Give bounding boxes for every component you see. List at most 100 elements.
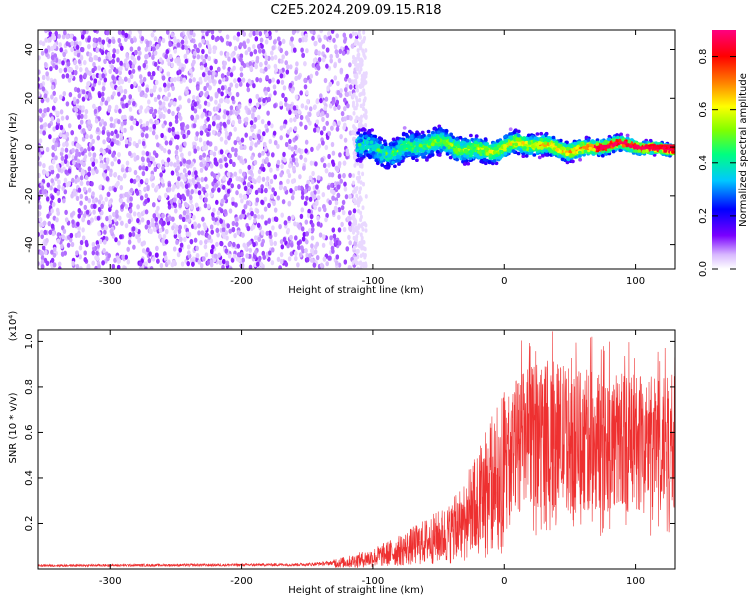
spectrogram-cell: [362, 30, 366, 35]
spectrogram-cell: [253, 213, 257, 220]
spectrogram-cell: [180, 32, 184, 38]
spectrogram-cell: [206, 260, 210, 266]
spectrogram-cell: [280, 79, 285, 85]
spectrogram-cell: [101, 86, 106, 92]
spectrogram-cell: [141, 248, 146, 254]
spectrogram-cell: [196, 177, 200, 183]
spectrogram-cell: [252, 242, 256, 248]
spectrogram-cell: [139, 195, 144, 201]
spectrogram-cell: [55, 110, 59, 116]
spectrogram-cell: [255, 77, 259, 83]
spectrogram-cell: [72, 191, 77, 197]
spectrogram-cell: [333, 75, 338, 81]
spectrogram-cell: [58, 59, 62, 65]
spectrogram-cell: [61, 73, 66, 79]
spectrogram-cell: [209, 191, 214, 198]
spectrogram-cell: [259, 37, 264, 43]
spectrogram-cell: [278, 224, 282, 230]
spectrogram-cell: [363, 221, 367, 226]
spectrogram-cell: [225, 76, 229, 82]
spectrogram-cell: [38, 217, 43, 223]
spectrogram-cell: [97, 231, 101, 237]
spectrogram-cell: [191, 177, 195, 183]
spectrogram-cell: [83, 114, 88, 120]
spectrogram-cell: [257, 134, 262, 140]
spectrogram-cell: [188, 78, 193, 84]
spectrogram-cell: [224, 248, 229, 254]
spectrogram-cell: [279, 135, 284, 141]
spectrogram-cell: [103, 229, 107, 235]
spectrogram-cell: [337, 104, 341, 110]
spectrogram-cell: [322, 256, 327, 262]
spectrogram-cell: [280, 163, 284, 169]
spectrogram-cell: [127, 77, 131, 84]
spectrogram-cell: [206, 116, 210, 122]
spectrogram-cell: [350, 43, 355, 49]
spectrogram-cell: [306, 117, 311, 123]
spectrogram-cell: [116, 180, 120, 186]
spectrogram-cell: [325, 63, 329, 69]
spectrogram-cell: [219, 149, 224, 155]
spectrogram-cell: [119, 234, 123, 240]
spectrogram-cell: [232, 58, 236, 64]
spectrogram-cell: [96, 243, 100, 249]
spectrogram-cell: [260, 241, 265, 248]
spectrogram-cell: [252, 107, 257, 113]
spectrogram-cell: [108, 186, 113, 192]
spectrogram-cell: [261, 48, 266, 54]
spectrogram-cell: [76, 163, 80, 169]
spectrogram-cell: [121, 30, 125, 36]
spectrogram-cell: [77, 208, 82, 214]
spectrogram-cell: [170, 62, 175, 68]
spectrogram-cell: [153, 61, 158, 67]
spectrogram-cell: [82, 161, 86, 167]
spectrogram-cell: [125, 52, 129, 58]
spectrogram-cell: [337, 214, 341, 220]
spectrogram-cell: [337, 173, 342, 180]
spectrogram-cell: [45, 97, 50, 103]
spectrogram-cell: [99, 195, 104, 201]
spectrogram-cell: [348, 62, 352, 68]
spectrogram-cell: [145, 178, 149, 184]
spectrogram-cell: [259, 68, 264, 74]
spectrogram-cell: [49, 262, 54, 268]
spectrogram-cell: [156, 43, 160, 50]
spectrogram-cell: [212, 48, 217, 55]
spectrogram-cell: [261, 150, 265, 156]
spectrogram-cell: [240, 198, 244, 204]
spectrogram-cell: [137, 139, 142, 145]
spectrogram-cell: [362, 53, 366, 58]
spectrogram-cell: [125, 62, 130, 68]
spectrogram-cell: [314, 161, 318, 167]
spectrogram-cell: [343, 116, 347, 122]
spectrogram-cell: [92, 209, 96, 215]
spectrogram-cell: [161, 101, 166, 107]
spectrogram-cell: [138, 165, 142, 171]
spectrogram-cell: [97, 56, 102, 62]
spectrogram-cell: [104, 100, 109, 106]
spectrogram-cell: [57, 261, 62, 267]
spectrogram-cell: [111, 58, 116, 64]
spectrogram-cell: [88, 70, 92, 76]
spectrogram-cell: [344, 194, 349, 200]
spectrogram-cell: [216, 35, 220, 42]
spectrogram-cell: [91, 73, 96, 79]
spectrogram-cell: [114, 104, 119, 110]
spectrogram-cell: [362, 91, 366, 96]
spectrogram-cell: [205, 162, 210, 168]
spectrogram-cell: [213, 178, 217, 184]
spectrogram-cell: [250, 211, 254, 217]
spectrogram-cell: [308, 175, 313, 181]
spectrogram-cell: [205, 90, 209, 96]
spectrogram-cell: [131, 63, 135, 69]
spectrogram-cell: [87, 198, 92, 204]
spectrogram-cell: [73, 70, 78, 76]
spectrogram-cell: [164, 229, 169, 235]
spectrogram-cell: [253, 235, 258, 241]
spectrogram-cell: [297, 244, 301, 251]
spectrogram-cell: [319, 98, 323, 104]
spectrogram-cell: [222, 259, 226, 265]
spectrogram-cell: [153, 50, 158, 56]
spectrogram-cell: [68, 92, 73, 98]
spectrogram-cell: [352, 245, 356, 251]
